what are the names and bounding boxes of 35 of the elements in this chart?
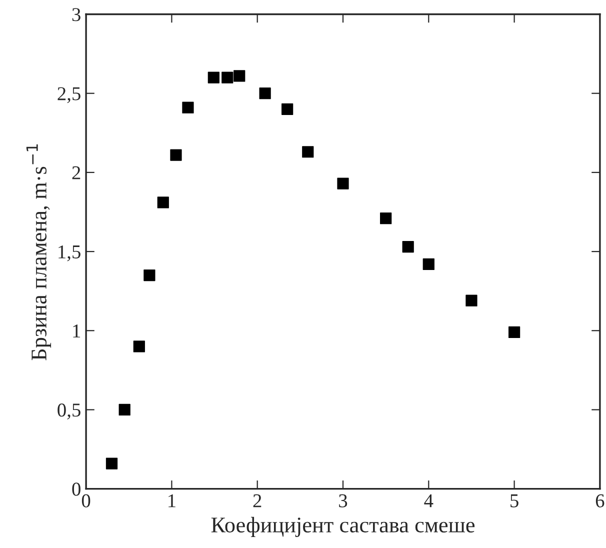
point <box>170 149 182 161</box>
y-tick-label: 0 <box>72 482 80 496</box>
point <box>282 103 294 115</box>
x-tick-label: 6 <box>596 494 604 508</box>
point <box>133 340 145 352</box>
point <box>402 240 414 253</box>
point <box>208 72 220 84</box>
point <box>118 404 130 416</box>
x-tick-label: 4 <box>424 494 434 508</box>
point <box>259 88 271 100</box>
y-tick-label: 3 <box>72 8 80 22</box>
point <box>182 102 194 114</box>
point <box>106 458 118 470</box>
x-axis-title: Коефицијент састава смеше <box>211 516 475 538</box>
x-tick-label: 3 <box>339 494 348 508</box>
y-tick-label: 2 <box>72 166 80 180</box>
point <box>157 196 169 208</box>
y-tick-label: 2,5 <box>58 87 80 104</box>
point <box>508 326 520 338</box>
x-tick-label: 0 <box>82 494 90 508</box>
x-tick-label: 2 <box>253 494 262 508</box>
x-tick-label: 1 <box>168 494 176 508</box>
point <box>466 294 478 306</box>
point <box>302 146 314 158</box>
y-tick-label: 1,5 <box>58 245 80 262</box>
x-tick-label: 5 <box>510 494 518 508</box>
y-axis-title: Брзина пламена, m·s$^{−1}$ <box>26 144 52 360</box>
point <box>234 70 246 82</box>
point <box>222 72 234 84</box>
y-tick-label: 0,5 <box>58 404 80 420</box>
point <box>422 258 434 270</box>
y-tick-label: 1 <box>73 324 80 338</box>
point <box>380 212 392 224</box>
point <box>337 178 349 190</box>
point <box>144 269 156 282</box>
